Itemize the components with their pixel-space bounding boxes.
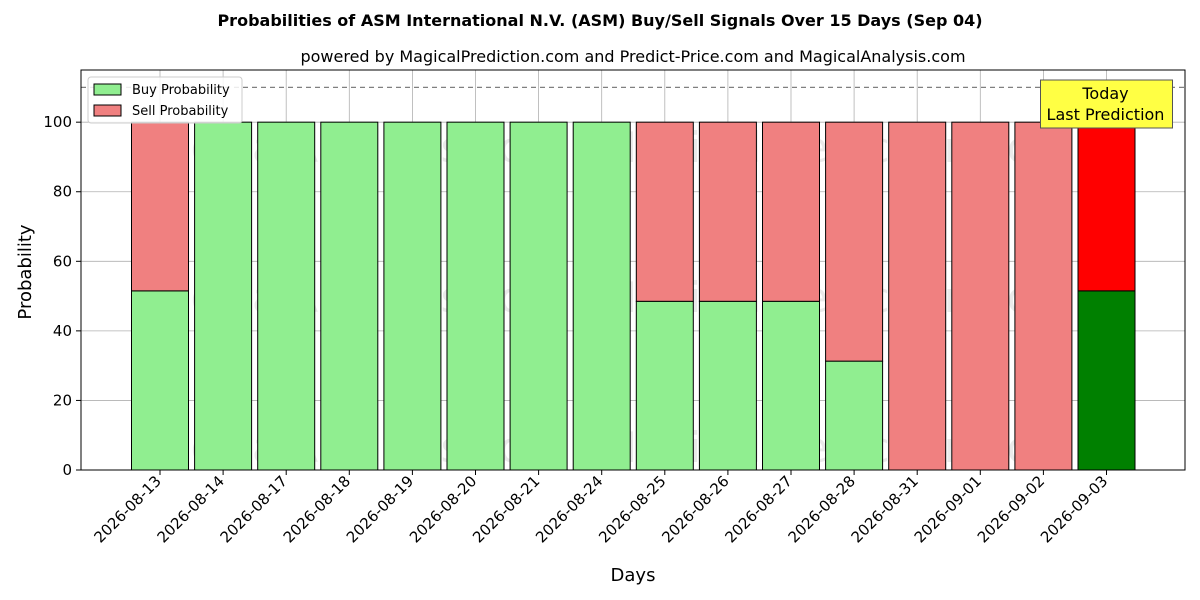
y-tick-label: 20 (53, 391, 72, 409)
legend-label: Buy Probability (132, 83, 230, 98)
sell-bar (131, 121, 189, 292)
sell-bar (1014, 121, 1073, 471)
sell-bar (825, 121, 884, 362)
x-tick-label: 2026-08-28 (785, 472, 859, 546)
x-tick-label: 2026-08-27 (721, 472, 795, 546)
buy-bar (131, 290, 189, 471)
today-annotation-text: Today (1081, 84, 1128, 103)
buy-bar (446, 121, 505, 471)
y-tick-label: 40 (53, 322, 72, 340)
buy-bar (762, 300, 820, 471)
legend-box (87, 76, 243, 124)
sell-bar (698, 121, 757, 302)
x-tick-label: 2026-08-25 (595, 472, 669, 546)
x-tick-label: 2026-08-14 (154, 472, 228, 546)
x-axis-label: Days (611, 565, 656, 586)
sell-bar (1077, 121, 1136, 292)
x-tick-label: 2026-08-13 (90, 472, 164, 546)
plot-frame (80, 69, 1186, 471)
sell-bar (951, 121, 1010, 471)
buy-bar (698, 300, 757, 471)
legend-label: Sell Probability (132, 104, 229, 119)
buy-bar (825, 360, 884, 471)
x-tick-label: 2026-08-18 (280, 472, 354, 546)
sell-bar (762, 121, 820, 302)
y-tick-label: 100 (43, 113, 72, 131)
x-tick-label: 2026-08-21 (469, 472, 543, 546)
buy-bar (635, 300, 694, 471)
x-tick-label: 2026-09-03 (1037, 472, 1111, 546)
x-tick-label: 2026-08-31 (848, 472, 922, 546)
x-tick-label: 2026-08-26 (658, 472, 732, 546)
y-tick-label: 0 (62, 461, 72, 479)
y-axis-label: Probability (15, 224, 36, 319)
buy-bar (257, 121, 316, 471)
buy-bar (1077, 290, 1136, 471)
buy-bar (194, 121, 253, 471)
today-annotation-box (1040, 79, 1173, 129)
x-tick-label: 2026-08-17 (217, 472, 291, 546)
today-annotation-text: Last Prediction (1047, 105, 1165, 124)
buy-bar (383, 121, 442, 471)
x-tick-label: 2026-08-24 (532, 472, 606, 546)
legend-swatch (93, 104, 122, 117)
legend-swatch (93, 83, 122, 96)
x-tick-label: 2026-09-01 (911, 472, 985, 546)
chart-title: Probabilities of ASM International N.V. … (217, 11, 982, 30)
x-tick-label: 2026-09-02 (974, 472, 1048, 546)
buy-bar (509, 121, 568, 471)
y-tick-label: 80 (53, 183, 72, 201)
sell-bar (888, 121, 947, 471)
buy-bar (572, 121, 631, 471)
plot-area: MagicalAnalysis.comMagicalPrediction.com… (43, 69, 1186, 546)
x-tick-label: 2026-08-19 (343, 472, 417, 546)
sell-bar (635, 121, 694, 302)
chart-subtitle: powered by MagicalPrediction.com and Pre… (300, 47, 965, 66)
y-tick-label: 60 (53, 252, 72, 270)
buy-bar (320, 121, 379, 471)
x-tick-label: 2026-08-20 (406, 472, 480, 546)
